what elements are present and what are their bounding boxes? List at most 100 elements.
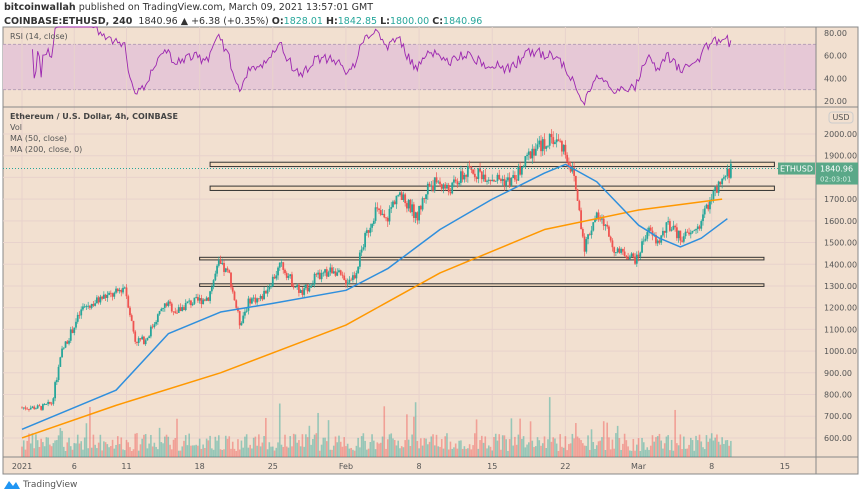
volume-bar bbox=[90, 447, 93, 457]
volume-bar bbox=[717, 441, 720, 457]
volume-bar bbox=[258, 434, 260, 457]
volume-bar bbox=[26, 440, 29, 457]
volume-bar bbox=[385, 448, 387, 457]
candle-body bbox=[538, 140, 541, 145]
candle-body bbox=[174, 311, 177, 313]
volume-bar bbox=[636, 444, 638, 457]
volume-bar bbox=[289, 436, 292, 457]
volume-bar bbox=[144, 434, 147, 457]
volume-bar bbox=[500, 449, 502, 457]
candle-body bbox=[465, 174, 468, 177]
candle-body bbox=[433, 177, 436, 191]
candle-body bbox=[688, 232, 690, 235]
volume-bar bbox=[306, 437, 309, 457]
volume-bar bbox=[211, 448, 213, 457]
candle-body bbox=[203, 299, 206, 301]
candle-body bbox=[75, 321, 77, 328]
volume-bar bbox=[221, 449, 224, 457]
candle-body bbox=[132, 320, 135, 332]
candle-body bbox=[681, 240, 683, 242]
last-price: 1840.96 bbox=[138, 16, 178, 27]
volume-bar bbox=[277, 442, 279, 457]
candle-body bbox=[156, 314, 159, 322]
volume-bar bbox=[106, 444, 109, 457]
volume-bar bbox=[676, 443, 678, 457]
candle-body bbox=[263, 290, 265, 300]
candle-body bbox=[244, 311, 246, 316]
candle-body bbox=[136, 341, 138, 343]
candle-body bbox=[695, 229, 697, 231]
volume-bar bbox=[256, 445, 258, 457]
candle-body bbox=[496, 174, 499, 181]
candle-body bbox=[461, 171, 464, 180]
candle-body bbox=[547, 145, 549, 147]
volume-bar bbox=[298, 440, 300, 457]
candle-body bbox=[301, 290, 304, 295]
candle-body bbox=[87, 305, 90, 307]
candle-body bbox=[722, 177, 725, 179]
volume-bar bbox=[608, 437, 610, 457]
candle-body bbox=[494, 180, 497, 182]
volume-bar bbox=[721, 437, 723, 457]
candle-body bbox=[489, 179, 492, 182]
candle-body bbox=[679, 230, 682, 241]
volume-bar bbox=[465, 448, 467, 457]
volume-bar bbox=[97, 442, 100, 457]
volume-bar bbox=[541, 443, 544, 457]
candle-body bbox=[320, 273, 323, 280]
volume-bar bbox=[562, 447, 565, 457]
volume-bar bbox=[606, 422, 608, 457]
volume-bar bbox=[334, 436, 337, 457]
volume-bar bbox=[312, 438, 314, 457]
candle-body bbox=[675, 227, 678, 239]
candle-body bbox=[618, 248, 621, 253]
tradingview-logo[interactable]: TradingView bbox=[4, 479, 77, 490]
candle-body bbox=[298, 285, 300, 293]
volume-bar bbox=[99, 434, 102, 457]
volume-bar bbox=[453, 447, 455, 457]
volume-bar bbox=[230, 448, 232, 457]
volume-bar bbox=[559, 434, 561, 457]
volume-bar bbox=[413, 416, 415, 457]
volume-bar bbox=[613, 448, 615, 457]
volume-bar bbox=[538, 440, 541, 457]
author[interactable]: bitcoinwallah bbox=[4, 2, 76, 13]
candle-body bbox=[146, 337, 149, 341]
currency-button bbox=[828, 111, 854, 124]
volume-bar bbox=[265, 417, 267, 457]
candle-body bbox=[613, 247, 616, 253]
volume-bar bbox=[418, 448, 420, 457]
candle-body bbox=[170, 303, 173, 312]
candle-body bbox=[724, 175, 727, 178]
x-tick-label: Feb bbox=[339, 462, 353, 471]
candle-body bbox=[665, 222, 668, 233]
candle-body bbox=[228, 270, 231, 273]
volume-bar bbox=[170, 449, 173, 457]
volume-bar bbox=[190, 445, 192, 457]
candle-body bbox=[348, 279, 351, 283]
volume-bar bbox=[550, 441, 553, 457]
volume-bar bbox=[63, 446, 65, 457]
candle-body bbox=[130, 315, 133, 321]
candle-body bbox=[419, 205, 422, 210]
volume-bar bbox=[22, 440, 25, 457]
candle-body bbox=[40, 406, 43, 410]
candle-body bbox=[381, 213, 384, 215]
candle-body bbox=[165, 303, 168, 306]
volume-bar bbox=[691, 440, 694, 457]
candle-body bbox=[322, 272, 325, 274]
candle-body bbox=[329, 267, 332, 273]
candle-body bbox=[383, 213, 386, 218]
volume-bar bbox=[590, 429, 593, 457]
x-tick-label: 11 bbox=[121, 462, 131, 471]
volume-bar bbox=[346, 443, 349, 457]
candle-body bbox=[439, 181, 441, 185]
volume-bar bbox=[360, 436, 363, 457]
candle-body bbox=[141, 336, 144, 340]
candle-body bbox=[226, 268, 229, 271]
candle-body bbox=[198, 298, 201, 301]
candle-body bbox=[529, 151, 532, 159]
candle-body bbox=[587, 234, 589, 240]
candle-body bbox=[482, 174, 485, 180]
